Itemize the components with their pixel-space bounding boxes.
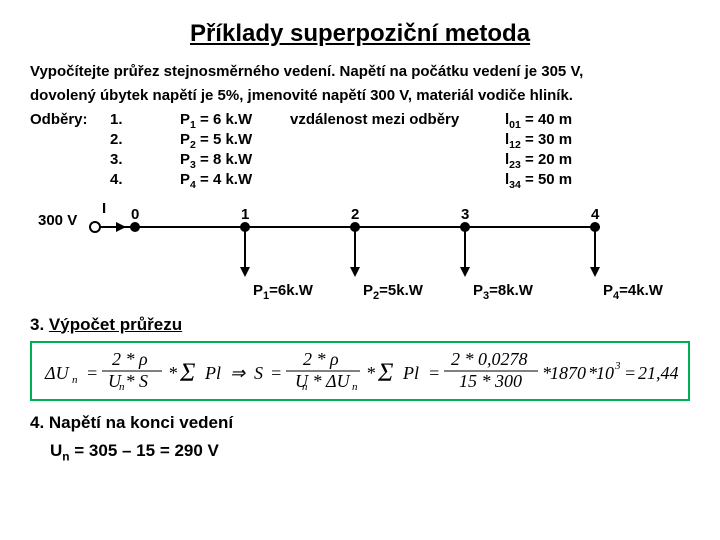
final-eq: = 305 – 15 = 290 V: [70, 441, 219, 460]
svg-text:1: 1: [241, 206, 249, 223]
svg-text:3: 3: [614, 360, 621, 372]
svg-text:Pl: Pl: [402, 363, 419, 383]
svg-text:U * S: U * S: [108, 371, 148, 391]
svg-text:2: 2: [351, 206, 359, 223]
svg-text:P4=4k.W: P4=4k.W: [603, 282, 664, 302]
svg-text:S: S: [254, 363, 263, 383]
svg-text:ΔU: ΔU: [44, 363, 70, 383]
svg-text:2 * ρ: 2 * ρ: [303, 349, 339, 369]
l-sub: 12: [509, 139, 521, 151]
svg-text:4: 4: [591, 206, 600, 223]
p-sym: P: [180, 151, 190, 168]
svg-text:21,44: 21,44: [638, 363, 679, 383]
row-num: 1.: [110, 111, 123, 128]
p-val: = 8 k.W: [196, 151, 252, 168]
svg-text:Pl: Pl: [204, 363, 221, 383]
section-3-heading: 3. Výpočet průřezu: [30, 315, 690, 335]
section-3-prefix: 3.: [30, 315, 49, 334]
svg-text:3: 3: [461, 206, 469, 223]
line-diagram: 300 V I 0 1 2 3 4 P1=6k.W P2=5k.W P3=8k.W P4=4k.W: [30, 197, 690, 307]
svg-text:*: *: [366, 363, 375, 383]
problem-line-2: dovolený úbytek napětí je 5%, jmenovité …: [30, 86, 690, 106]
l-val: = 20 m: [521, 151, 572, 168]
problem-line-1: Vypočítejte průřez stejnosměrného vedení…: [30, 62, 690, 82]
l-val: = 30 m: [521, 131, 572, 148]
svg-text:I: I: [102, 200, 106, 217]
svg-text:Σ: Σ: [179, 358, 196, 387]
p-sym: P: [180, 111, 190, 128]
svg-text:10: 10: [596, 363, 614, 383]
svg-text:n: n: [302, 381, 308, 393]
svg-text:*: *: [168, 363, 177, 383]
svg-text:n: n: [119, 381, 125, 393]
final-sub: n: [62, 449, 69, 463]
svg-text:300 V: 300 V: [38, 212, 77, 229]
svg-text:=: =: [428, 363, 440, 383]
row-num: 4.: [110, 171, 123, 188]
row-num: 3.: [110, 151, 123, 168]
section-3-text: Výpočet průřezu: [49, 315, 182, 334]
p-val: = 5 k.W: [196, 131, 252, 148]
l-sub: 01: [509, 119, 521, 131]
svg-text:P3=8k.W: P3=8k.W: [473, 282, 534, 302]
svg-text:n: n: [72, 374, 78, 386]
final-result: Un = 305 – 15 = 290 V: [50, 441, 690, 463]
odbery-label: Odběry:: [30, 111, 110, 131]
page-title: Příklady superpoziční metoda: [30, 20, 690, 48]
p-val: = 6 k.W: [196, 111, 252, 128]
svg-text:Σ: Σ: [377, 358, 394, 387]
formula-box: ΔUn=2 * ρU * Sn*ΣPl⇒S=2 * ρU * ΔUnn*ΣPl=…: [30, 341, 690, 401]
l-sub: 34: [509, 179, 521, 191]
l-val: = 40 m: [521, 111, 572, 128]
l-sub: 23: [509, 159, 521, 171]
svg-text:2 * 0,0278: 2 * 0,0278: [451, 349, 528, 369]
formula-svg: ΔUn=2 * ρU * Sn*ΣPl⇒S=2 * ρU * ΔUnn*ΣPl=…: [40, 349, 680, 393]
svg-text:P1=6k.W: P1=6k.W: [253, 282, 314, 302]
svg-text:1870: 1870: [550, 363, 586, 383]
svg-text:=: =: [86, 363, 98, 383]
svg-text:=: =: [270, 363, 282, 383]
p-val: = 4 k.W: [196, 171, 252, 188]
svg-text:P2=5k.W: P2=5k.W: [363, 282, 424, 302]
svg-text:15 * 300: 15 * 300: [459, 371, 522, 391]
svg-text:n: n: [352, 381, 358, 393]
dist-label: vzdálenost mezi odběry: [290, 111, 459, 128]
problem-grid: Odběry: 1. P1 = 6 k.W vzdálenost mezi od…: [30, 111, 690, 191]
svg-text:0: 0: [131, 206, 139, 223]
section-4-heading: 4. Napětí na konci vedení: [30, 413, 690, 433]
final-u: U: [50, 441, 62, 460]
svg-text:=: =: [624, 363, 636, 383]
svg-text:2 * ρ: 2 * ρ: [112, 349, 148, 369]
svg-text:⇒: ⇒: [230, 363, 246, 383]
l-val: = 50 m: [521, 171, 572, 188]
row-num: 2.: [110, 131, 123, 148]
p-sym: P: [180, 171, 190, 188]
p-sym: P: [180, 131, 190, 148]
